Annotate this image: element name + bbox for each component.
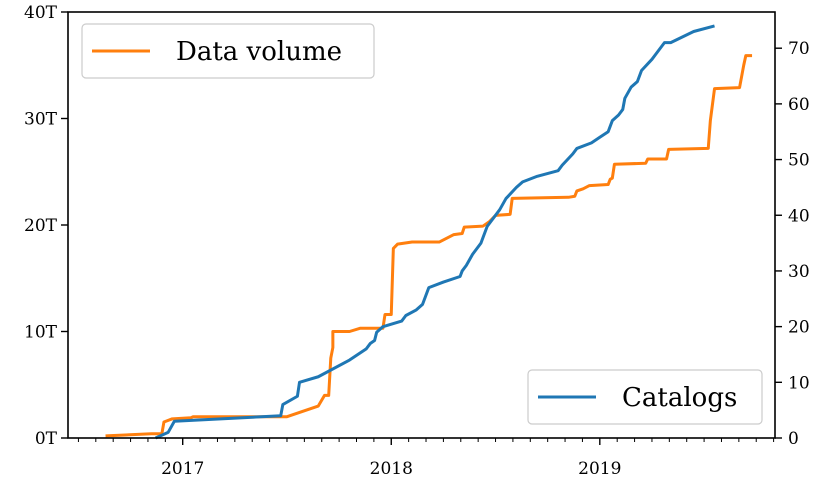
- legend-catalogs: Catalogs: [527, 369, 763, 425]
- y-right-tick-label: 10: [788, 373, 810, 393]
- y-right-tick-label: 0: [788, 429, 799, 449]
- series-line-catalogs: [154, 24, 715, 440]
- y-right-tick-label: 50: [788, 151, 810, 171]
- y-right-tick-label: 70: [788, 39, 810, 59]
- y-left-tick-label: 30T: [24, 110, 58, 130]
- y-right-tick-label: 40: [788, 206, 810, 226]
- x-tick-label: 2019: [578, 459, 621, 479]
- series-layer: [105, 24, 753, 440]
- y-right-tick-label: 60: [788, 95, 810, 115]
- x-tick-label: 2017: [161, 459, 204, 479]
- legend-label: Catalogs: [622, 383, 737, 413]
- ticks-layer: 0T 10T 20T 30T 40T 0 10 20 30 40 50 60 70 2017 2018 201…: [24, 3, 810, 479]
- y-right-tick-label: 20: [788, 318, 810, 338]
- y-right-tick-label: 30: [788, 262, 810, 282]
- y-left-tick-label: 10T: [24, 323, 58, 343]
- y-left-tick-label: 0T: [35, 429, 58, 449]
- series-line-data-volume: [105, 54, 753, 438]
- y-left-tick-label: 20T: [24, 216, 58, 236]
- legend-label: Data volume: [176, 37, 342, 67]
- y-left-tick-label: 40T: [24, 3, 58, 23]
- x-tick-label: 2018: [370, 459, 413, 479]
- legend-data-volume: Data volume: [81, 23, 375, 79]
